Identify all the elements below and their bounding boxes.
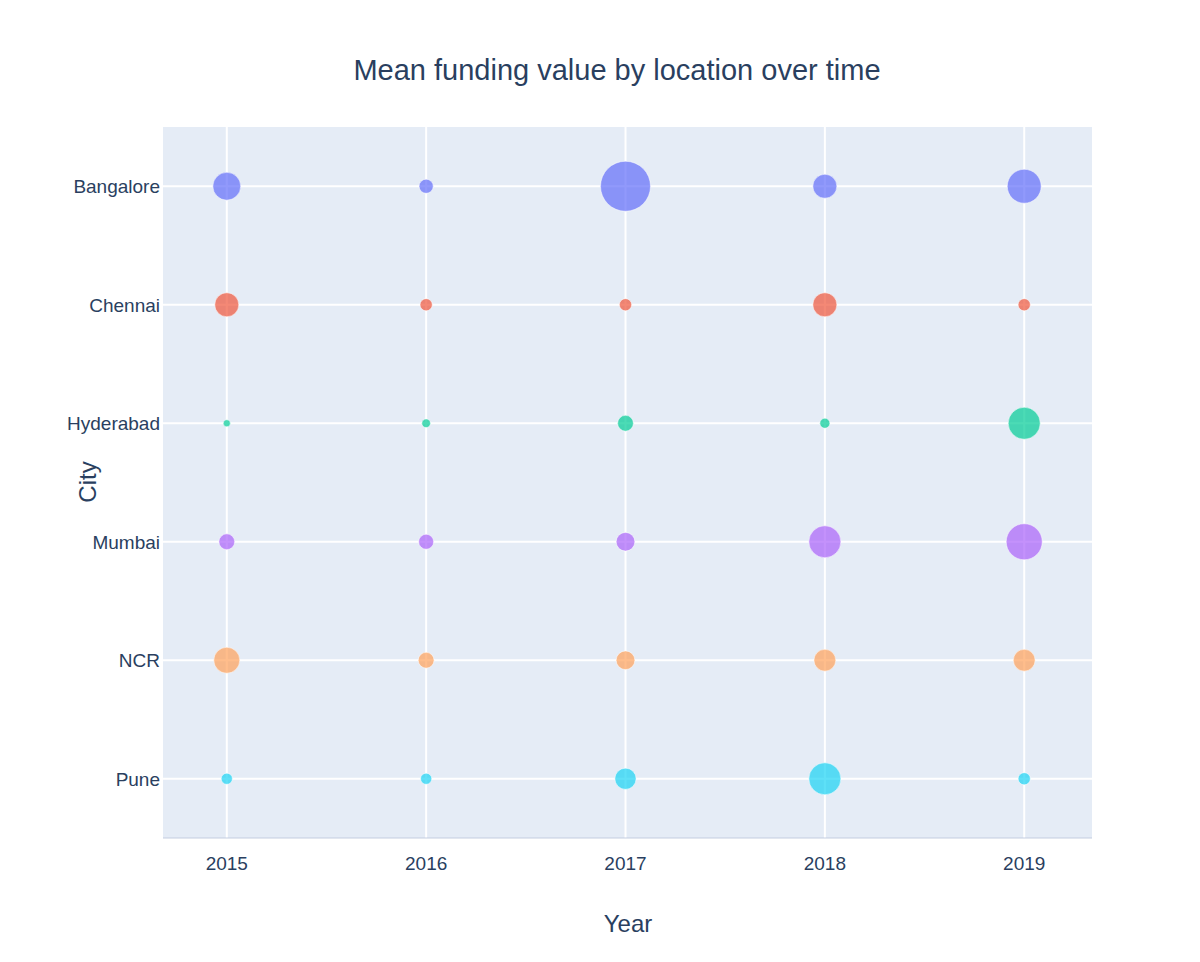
y-tick-label: Bangalore bbox=[73, 176, 160, 197]
bubble bbox=[221, 773, 232, 784]
bubble bbox=[219, 534, 235, 550]
bubble bbox=[1007, 169, 1041, 203]
y-tick-label: Hyderabad bbox=[67, 413, 160, 434]
x-grid-line bbox=[625, 127, 627, 838]
series bbox=[213, 161, 1041, 211]
bubble bbox=[422, 419, 431, 428]
y-tick-label: Pune bbox=[116, 769, 160, 790]
bubble bbox=[809, 763, 841, 795]
bubble bbox=[1018, 773, 1030, 785]
x-axis-title: Year bbox=[604, 910, 653, 937]
bubble bbox=[616, 532, 635, 551]
x-tick-label: 2017 bbox=[604, 853, 646, 874]
bubble bbox=[619, 299, 631, 311]
bubble bbox=[419, 534, 434, 549]
bubble bbox=[1006, 524, 1042, 560]
y-tick-label: Chennai bbox=[89, 295, 160, 316]
x-axis-line bbox=[163, 838, 1092, 839]
y-tick-label: NCR bbox=[119, 650, 160, 671]
bubble bbox=[1008, 407, 1040, 439]
bubble bbox=[813, 174, 837, 198]
bubble bbox=[223, 420, 230, 427]
bubble bbox=[814, 649, 836, 671]
bubble bbox=[809, 526, 841, 558]
bubble bbox=[615, 768, 636, 789]
x-tick-label: 2016 bbox=[405, 853, 447, 874]
bubble bbox=[813, 293, 837, 317]
y-tick-label: Mumbai bbox=[92, 532, 160, 553]
series bbox=[215, 293, 1031, 317]
series bbox=[214, 647, 1035, 673]
x-grid-line bbox=[226, 127, 228, 838]
bubble bbox=[215, 293, 239, 317]
x-tick-label: 2018 bbox=[804, 853, 846, 874]
bubble bbox=[1018, 299, 1030, 311]
bubble bbox=[421, 773, 432, 784]
bubble bbox=[419, 179, 433, 193]
x-tick-label: 2015 bbox=[206, 853, 248, 874]
x-grid-line bbox=[824, 127, 826, 838]
y-axis-title: City bbox=[74, 461, 101, 502]
series bbox=[219, 524, 1042, 560]
bubbles bbox=[213, 161, 1042, 795]
series bbox=[221, 763, 1030, 795]
plot-background bbox=[163, 127, 1092, 838]
series bbox=[223, 407, 1040, 439]
bubble bbox=[601, 161, 651, 211]
bubble bbox=[213, 172, 241, 200]
x-tick-label: 2019 bbox=[1003, 853, 1045, 874]
bubble bbox=[616, 651, 635, 670]
bubble bbox=[820, 418, 830, 428]
bubble bbox=[420, 299, 432, 311]
bubble bbox=[1013, 649, 1035, 671]
bubble bbox=[214, 647, 240, 673]
x-grid-line bbox=[425, 127, 427, 838]
x-grid-line bbox=[1023, 127, 1025, 838]
title: Mean funding value by location over time bbox=[353, 54, 880, 86]
grid bbox=[163, 127, 1092, 838]
chart: 2015 2016 2017 2018 2019 Bangalore Chennai Hyde… bbox=[0, 0, 1200, 962]
bubble bbox=[618, 415, 634, 431]
bubble bbox=[418, 652, 434, 668]
